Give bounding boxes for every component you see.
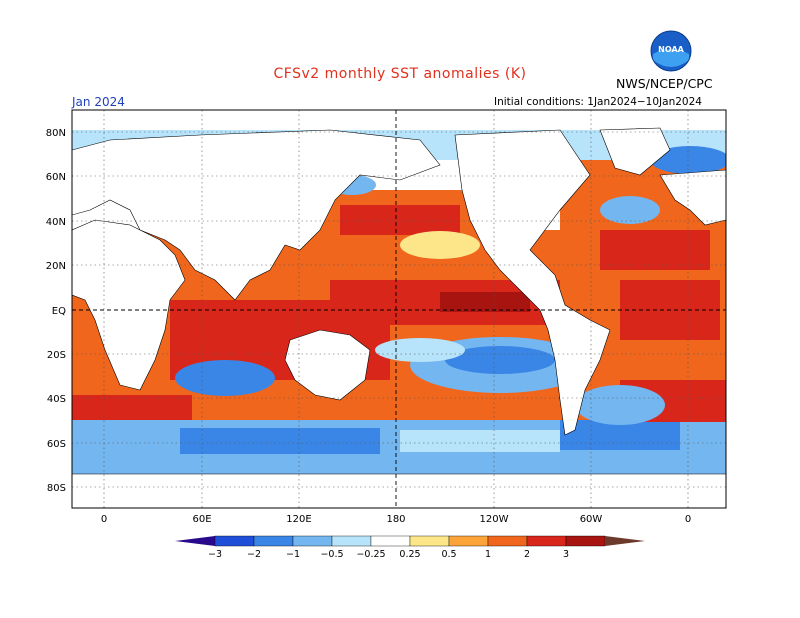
lon-label: 0: [101, 514, 107, 525]
colorbar-legend: −3 −2 −1 −0.5 −0.25 0.25 0.5 1 2 3: [175, 535, 645, 560]
anomaly-field: [72, 127, 726, 508]
lat-label: 20S: [47, 350, 66, 361]
colorbar-right-arrow: [605, 536, 645, 546]
land-americas: [454, 129, 611, 436]
colorbar-tick-label: 1: [485, 549, 491, 560]
lat-label: 60S: [47, 439, 66, 450]
land-eurasia: [72, 129, 441, 301]
colorbar-tick-label: 2: [524, 549, 530, 560]
lon-label: 120E: [286, 514, 311, 525]
colorbar-swatch: [370, 535, 411, 547]
colorbar-swatch: [331, 535, 372, 547]
lon-label: 60E: [192, 514, 211, 525]
lon-label: 60W: [580, 514, 603, 525]
lat-label: EQ: [52, 306, 66, 317]
colorbar-tick-label: −0.5: [320, 549, 343, 560]
equator-dateline: [72, 110, 726, 508]
lat-label: 60N: [46, 172, 66, 183]
colorbar-swatch: [214, 535, 255, 547]
noaa-logo-icon: NOAA: [650, 30, 692, 72]
colorbar-swatch: [526, 535, 567, 547]
land-eurasia-east: [659, 169, 726, 226]
colorbar-tick-label: −3: [208, 549, 222, 560]
lat-label: 80N: [46, 128, 66, 139]
colorbar-tick-label: −2: [247, 549, 261, 560]
map-gridlines: [72, 110, 726, 508]
colorbar-tick-label: 0.5: [441, 549, 456, 560]
colorbar-tick-label: 3: [563, 549, 569, 560]
colorbar-swatch: [448, 535, 489, 547]
plot-frame: [71, 109, 727, 509]
colorbar-swatch: [409, 535, 450, 547]
lat-label: 20N: [46, 261, 66, 272]
colorbar-swatch: [253, 535, 294, 547]
colorbar-swatch: [565, 535, 606, 547]
colorbar-tick-label: −1: [286, 549, 300, 560]
lat-label: 40S: [47, 394, 66, 405]
colorbar-left-arrow: [175, 536, 215, 546]
land-greenland: [599, 127, 671, 176]
colorbar-swatch: [487, 535, 528, 547]
lon-label: 180: [386, 514, 405, 525]
lat-label: 40N: [46, 217, 66, 228]
lat-label: 80S: [47, 483, 66, 494]
map-title: CFSv2 monthly SST anomalies (K): [273, 66, 527, 82]
longitude-labels: 0 60E 120E 180 120W 60W 0: [101, 514, 691, 525]
agency-label: NWS/NCEP/CPC: [616, 76, 713, 91]
colorbar-tick-label: −0.25: [356, 549, 385, 560]
svg-text:NOAA: NOAA: [658, 45, 684, 54]
latitude-labels: 80N 60N 40N 20N EQ 20S 40S 60S 80S: [46, 128, 66, 494]
lon-label: 0: [685, 514, 691, 525]
colorbar-tick-label: 0.25: [399, 549, 420, 560]
forecast-period: Jan 2024: [72, 95, 125, 109]
land-australia: [284, 329, 371, 401]
lon-label: 120W: [480, 514, 509, 525]
initial-conditions-label: Initial conditions: 1Jan2024−10Jan2024: [494, 96, 702, 108]
land-antarctica: [72, 473, 726, 508]
colorbar-swatch: [292, 535, 333, 547]
